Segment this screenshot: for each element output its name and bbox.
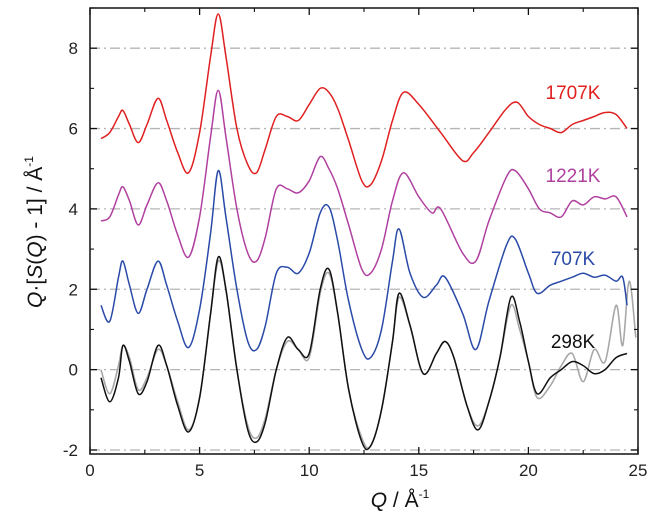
series-label-1221K: 1221K [546,166,601,187]
x-axis-title: Q / Å-1 [371,487,430,512]
series-line-298K [100,255,628,451]
series-label-1707K: 1707K [546,83,601,104]
series-line-707K [100,169,628,360]
series-line-reference [100,259,637,449]
x-tick-label-15: 15 [409,461,428,480]
y-tick-label-0: 0 [69,361,78,380]
y-tick-label-2: 2 [69,280,78,299]
gridlines [90,47,638,451]
series-line-1707K [100,13,628,188]
series-line-1221K [100,89,628,277]
y-tick-label-6: 6 [69,120,78,139]
y-tick-label-8: 8 [69,39,78,58]
x-tick-label-10: 10 [300,461,319,480]
y-axis-title: Q·[S(Q) - 1] / Å-1 [22,156,47,308]
y-tick-label-4: 4 [69,200,78,219]
x-tick-label-25: 25 [629,461,648,480]
y-tick-label--2: -2 [63,441,78,460]
x-tick-label-20: 20 [519,461,538,480]
axis-ticks: -2 0 2 4 6 8 0 5 10 15 20 25 [63,7,648,480]
series-lines [100,13,637,451]
x-tick-label-5: 5 [195,461,204,480]
series-label-707K: 707K [551,249,596,270]
x-tick-label-0: 0 [85,461,94,480]
series-labels: 1707K 1221K 707K 298K [546,83,601,353]
series-label-298K: 298K [551,332,596,353]
